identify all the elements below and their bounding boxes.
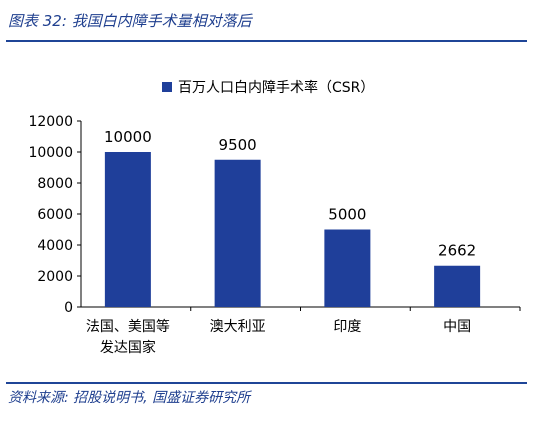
category-label: 发达国家: [100, 339, 156, 356]
y-tick-label: 10000: [28, 145, 73, 161]
category-label: 中国: [443, 319, 471, 335]
y-tick-label: 4000: [37, 238, 73, 254]
y-tick-label: 2000: [37, 269, 73, 285]
category-label: 澳大利亚: [210, 319, 266, 335]
legend: 百万人口白内障手术率（CSR）: [162, 79, 374, 96]
source-note: 资料来源: 招股说明书, 国盛证券研究所: [8, 390, 251, 406]
data-label: 9500: [219, 136, 257, 154]
y-ticks: 0 2000 4000 6000 8000 10000 12000: [28, 114, 81, 316]
bar: [324, 229, 371, 307]
data-label: 2662: [438, 242, 476, 260]
data-labels: 10000 9500 5000 2662: [104, 128, 476, 260]
bottom-rule: [6, 382, 527, 384]
category-label: 法国、美国等: [86, 318, 170, 335]
bar: [434, 265, 481, 307]
bars: [104, 152, 481, 307]
legend-label: 百万人口白内障手术率（CSR）: [178, 79, 374, 96]
bar: [214, 159, 261, 307]
top-rule: [6, 40, 527, 42]
data-label: 10000: [104, 128, 152, 146]
y-tick-label: 0: [64, 300, 73, 316]
bar: [104, 152, 151, 307]
y-tick-label: 12000: [28, 114, 73, 130]
y-tick-label: 6000: [37, 207, 73, 223]
category-label: 印度: [333, 319, 361, 335]
figure-title: 图表 32: 我国白内障手术量相对落后: [8, 12, 252, 30]
y-tick-label: 8000: [37, 176, 73, 192]
legend-swatch: [162, 82, 172, 92]
data-label: 5000: [328, 206, 366, 224]
